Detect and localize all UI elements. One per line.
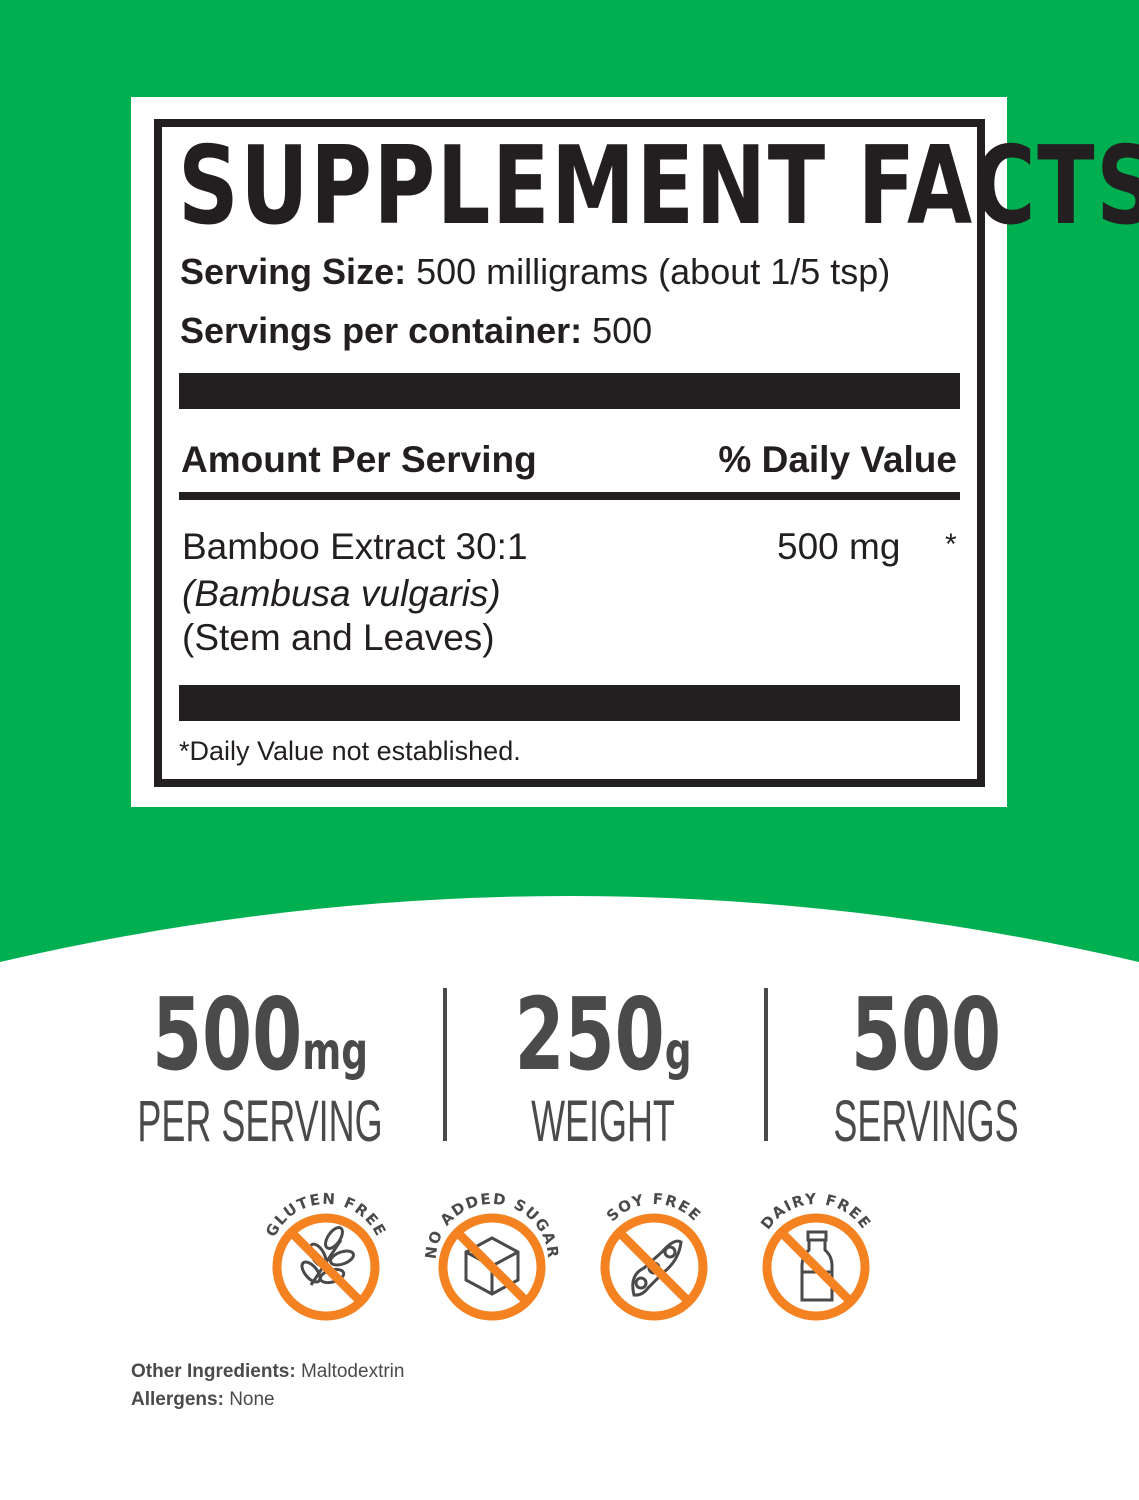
- prohibition-circle-icon: [438, 1213, 546, 1321]
- ingredient-part: (Stem and Leaves): [182, 617, 495, 658]
- badge-dairy-free: DAIRY FREE: [746, 1180, 886, 1330]
- serving-size-value: 500 milligrams (about 1/5 tsp): [416, 251, 891, 292]
- servings-label: Servings per container:: [180, 310, 583, 351]
- ingredient-dv: *: [945, 528, 957, 561]
- ingredient-amount: 500 mg: [777, 526, 901, 567]
- stat-value: 500: [850, 976, 1002, 1093]
- allergens-value: None: [229, 1389, 275, 1410]
- other-ingredients-label: Other Ingredients:: [131, 1361, 296, 1382]
- thick-divider-bottom: [179, 685, 960, 721]
- serving-size-label: Serving Size:: [180, 251, 407, 292]
- prohibition-circle-icon: [600, 1213, 708, 1321]
- other-ingredients-value: Maltodextrin: [300, 1361, 405, 1382]
- stat-per-serving: 500mg PER SERVING: [60, 985, 460, 1151]
- stat-label: WEIGHT: [531, 1089, 675, 1154]
- allergens-label: Allergens:: [131, 1389, 224, 1410]
- badge-label: DAIRY FREE: [757, 1190, 875, 1233]
- badge-no-added-sugar: NO ADDED SUGAR: [422, 1180, 562, 1330]
- prohibition-circle-icon: [762, 1213, 870, 1321]
- ingredient-latin: (Bambusa vulgaris): [182, 573, 501, 614]
- prohibition-circle-icon: [272, 1213, 380, 1321]
- supplement-facts-border: [154, 119, 985, 787]
- footnote: *Daily Value not established.: [179, 736, 521, 766]
- amount-header: Amount Per Serving: [181, 439, 537, 480]
- stat-label: PER SERVING: [137, 1089, 383, 1154]
- stat-label: SERVINGS: [833, 1089, 1019, 1154]
- stat-servings: 500 SERVINGS: [726, 985, 1126, 1151]
- stat-weight: 250g WEIGHT: [403, 985, 803, 1151]
- wheat-icon: [300, 1226, 355, 1286]
- stat-value: 250g: [514, 976, 692, 1093]
- allergens: Allergens: None: [131, 1389, 275, 1411]
- facts-title: SUPPLEMENT FACTS: [178, 124, 1139, 249]
- stat-value: 500mg: [151, 976, 369, 1093]
- thin-divider: [179, 492, 960, 500]
- thick-divider: [179, 373, 960, 409]
- badge-soy-free: SOY FREE: [584, 1180, 724, 1330]
- servings-per-container: Servings per container: 500: [180, 311, 652, 351]
- stat-divider: [443, 988, 447, 1141]
- ingredient-name: Bamboo Extract 30:1: [182, 526, 528, 567]
- other-ingredients: Other Ingredients: Maltodextrin: [131, 1361, 404, 1383]
- dv-header: % Daily Value: [718, 439, 957, 480]
- servings-value: 500: [592, 310, 653, 351]
- stat-divider: [764, 988, 768, 1141]
- badge-gluten-free: GLUTEN FREE: [256, 1180, 396, 1330]
- serving-size: Serving Size: 500 milligrams (about 1/5 …: [180, 252, 890, 292]
